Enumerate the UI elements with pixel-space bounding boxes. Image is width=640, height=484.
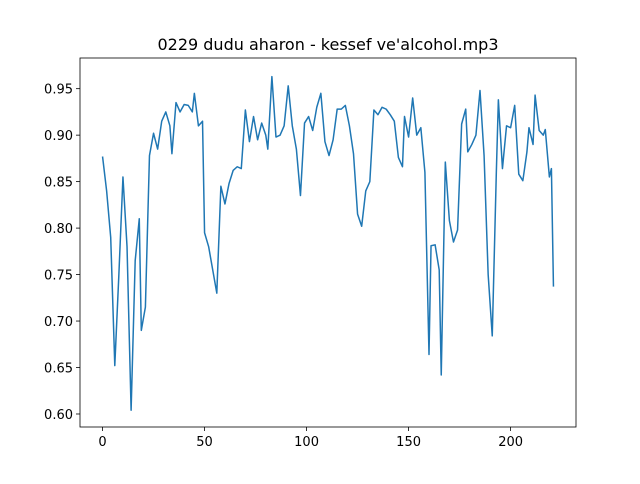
y-tick-label: 0.80 <box>44 222 73 237</box>
x-tick-label: 0 <box>98 435 106 450</box>
x-tick-label: 50 <box>196 435 213 450</box>
y-tick-label: 0.75 <box>44 269 73 284</box>
data-line <box>101 75 555 412</box>
y-tick-label: 0.90 <box>44 129 73 144</box>
x-tick-label: 100 <box>294 435 319 450</box>
x-tick-label: 200 <box>498 435 523 450</box>
y-tick-label: 0.65 <box>44 362 73 377</box>
y-tick-label: 0.70 <box>44 315 73 330</box>
y-tick-label: 0.60 <box>44 408 73 423</box>
axes-frame <box>79 57 577 428</box>
x-tick-label: 150 <box>396 435 421 450</box>
y-tick-label: 0.85 <box>44 176 73 191</box>
y-tick-label: 0.95 <box>44 83 73 98</box>
chart-title: 0229 dudu aharon - kessef ve'alcohol.mp3 <box>157 35 498 54</box>
